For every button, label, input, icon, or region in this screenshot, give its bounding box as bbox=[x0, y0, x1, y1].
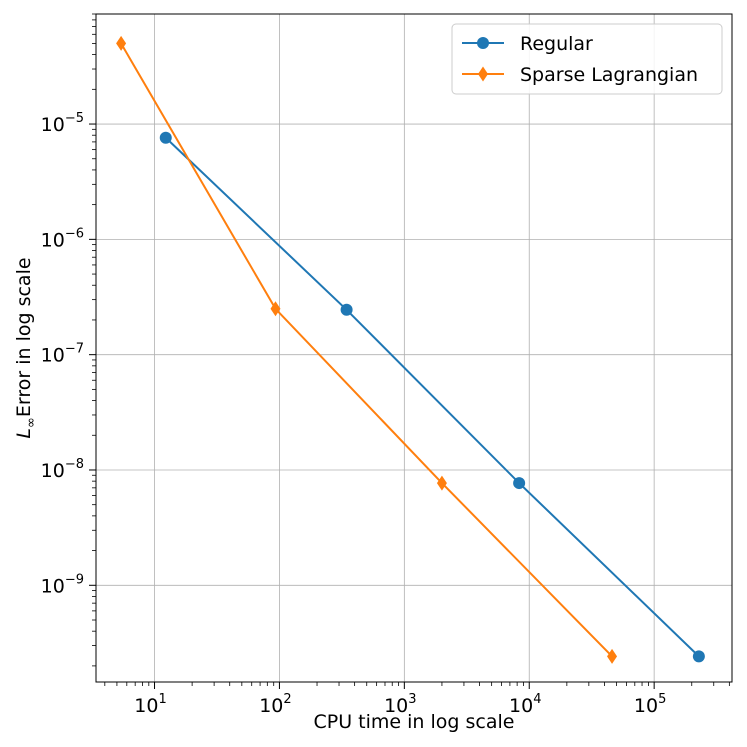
legend-label-sparse-lagrangian: Sparse Lagrangian bbox=[520, 64, 698, 86]
grid bbox=[96, 14, 732, 682]
x-tick-label: 101 bbox=[134, 692, 166, 717]
legend-box bbox=[451, 23, 723, 95]
data-point-sparse-lagrangian bbox=[116, 35, 127, 51]
y-tick-label: 10−5 bbox=[41, 111, 84, 136]
x-tick-label: 105 bbox=[634, 692, 666, 717]
x-tick-label: 103 bbox=[384, 692, 416, 717]
y-tick-label: 10−6 bbox=[41, 226, 84, 251]
plot-frame bbox=[95, 13, 733, 683]
y-tick-label: 10−8 bbox=[41, 457, 84, 482]
y-axis-label-symbol: L bbox=[13, 428, 35, 439]
data-point-regular bbox=[340, 303, 353, 316]
legend: Regular Sparse Lagrangian bbox=[451, 23, 723, 95]
legend-marker-regular bbox=[477, 37, 489, 49]
y-tick-label: 10−7 bbox=[41, 342, 84, 367]
x-tick-label: 102 bbox=[259, 692, 291, 717]
data-point-regular bbox=[692, 650, 705, 663]
y-axis-label: L∞Error in log scale bbox=[13, 257, 39, 438]
x-axis-label: CPU time in log scale bbox=[314, 711, 515, 733]
series-line-regular bbox=[165, 137, 700, 658]
series-layer bbox=[116, 35, 705, 664]
data-point-sparse-lagrangian bbox=[436, 475, 447, 491]
data-point-sparse-lagrangian bbox=[270, 301, 281, 317]
ticks: 101 102 103 104 105 10−9 10−8 10−7 10−6 10−5 bbox=[41, 13, 730, 717]
y-axis-label-text: Error in log scale bbox=[13, 257, 35, 417]
y-tick-label: 10−9 bbox=[41, 572, 84, 597]
legend-marker-sparse-lagrangian bbox=[478, 66, 488, 82]
data-point-regular bbox=[513, 477, 526, 490]
y-axis-label-subscript: ∞ bbox=[24, 417, 39, 428]
series-line-sparse-lagrangian bbox=[120, 42, 613, 658]
x-tick-label: 104 bbox=[509, 692, 541, 717]
data-point-sparse-lagrangian bbox=[607, 648, 618, 664]
data-point-regular bbox=[159, 131, 172, 144]
legend-label-regular: Regular bbox=[520, 33, 593, 55]
